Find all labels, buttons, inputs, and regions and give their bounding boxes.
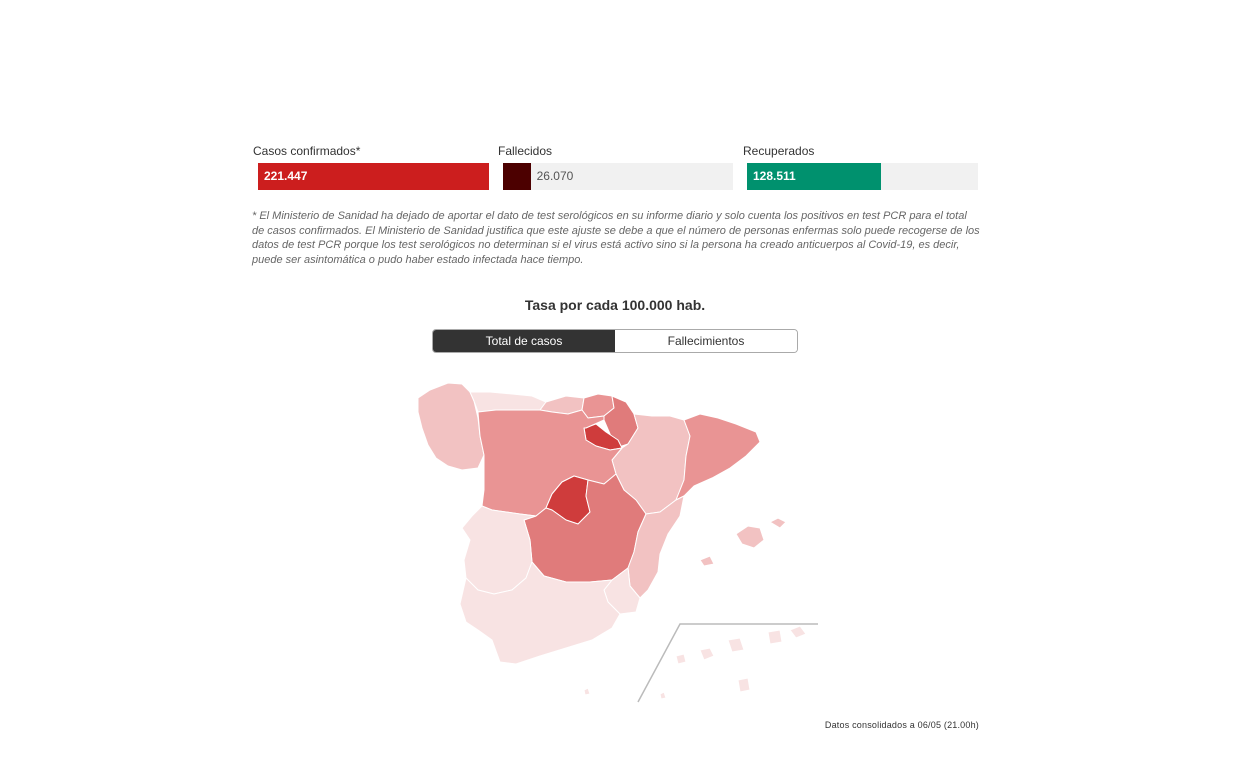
date-note: Datos consolidados a 06/05 (21.00h) <box>824 720 979 730</box>
stat-value: 26.070 <box>536 169 574 183</box>
stat-deaths: Fallecidos 26.070 <box>498 144 733 190</box>
canary-inset-border <box>637 623 818 703</box>
stat-bar-fill <box>258 163 489 190</box>
stat-bar-fill <box>747 163 881 190</box>
stat-label: Casos confirmados* <box>253 144 361 158</box>
stat-bar-track: 26.070 <box>503 163 733 190</box>
stat-bar-track: 221.447 <box>258 163 489 190</box>
region-canarias[interactable] <box>675 625 807 693</box>
region-valencia[interactable] <box>627 495 685 599</box>
stat-label: Fallecidos <box>498 144 553 158</box>
spain-map <box>417 382 818 703</box>
tab-total-cases[interactable]: Total de casos <box>433 330 615 352</box>
region-asturias[interactable] <box>469 391 547 413</box>
stat-confirmed-cases: Casos confirmados* 221.447 <box>253 144 489 190</box>
stat-recovered: Recuperados 128.511 <box>743 144 978 190</box>
stat-bar-track: 128.511 <box>747 163 978 190</box>
footnote: * El Ministerio de Sanidad ha dejado de … <box>252 210 980 266</box>
map-title: Tasa por cada 100.000 hab. <box>524 297 706 313</box>
map-toggle: Total de casos Fallecimientos <box>432 329 798 353</box>
region-cataluna[interactable] <box>675 413 761 501</box>
region-melilla[interactable] <box>659 691 667 700</box>
stat-value: 128.511 <box>753 169 796 183</box>
stat-bar-fill <box>503 163 531 190</box>
stat-label: Recuperados <box>743 144 815 158</box>
region-baleares[interactable] <box>699 517 787 567</box>
stat-value: 221.447 <box>264 169 308 183</box>
region-andalucia[interactable] <box>459 561 621 665</box>
tab-deaths[interactable]: Fallecimientos <box>615 330 797 352</box>
region-ceuta[interactable] <box>583 687 591 696</box>
